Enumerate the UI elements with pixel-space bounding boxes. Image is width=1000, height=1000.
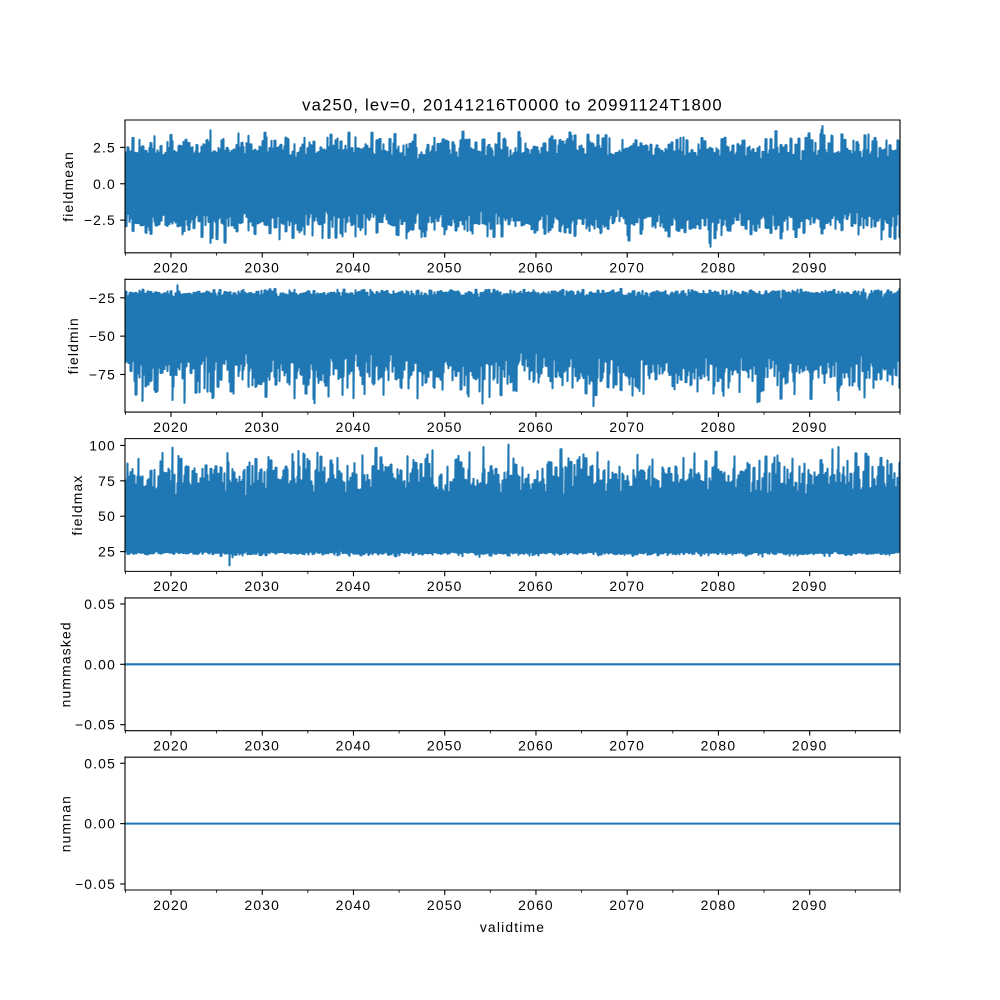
svg-text:2060: 2060: [518, 260, 554, 276]
svg-text:2050: 2050: [427, 897, 463, 913]
svg-text:−2.5: −2.5: [84, 212, 116, 228]
svg-text:−75: −75: [89, 367, 116, 383]
svg-text:50: 50: [98, 508, 116, 524]
svg-text:100: 100: [89, 437, 116, 453]
svg-text:2080: 2080: [701, 897, 737, 913]
svg-text:2020: 2020: [153, 897, 189, 913]
svg-text:2050: 2050: [427, 737, 463, 753]
svg-text:0.0: 0.0: [93, 176, 116, 192]
svg-text:2030: 2030: [244, 737, 280, 753]
svg-text:2070: 2070: [609, 897, 645, 913]
svg-text:2080: 2080: [701, 737, 737, 753]
svg-text:−50: −50: [89, 328, 116, 344]
svg-text:2060: 2060: [518, 897, 554, 913]
svg-text:2080: 2080: [701, 260, 737, 276]
svg-text:2090: 2090: [792, 260, 828, 276]
svg-text:2040: 2040: [336, 897, 372, 913]
svg-text:0.05: 0.05: [84, 755, 116, 771]
svg-text:2.5: 2.5: [93, 139, 116, 155]
svg-text:0.00: 0.00: [84, 816, 116, 832]
svg-text:2020: 2020: [153, 260, 189, 276]
svg-text:2070: 2070: [609, 578, 645, 594]
svg-text:fieldmax: fieldmax: [69, 474, 85, 535]
svg-text:2070: 2070: [609, 737, 645, 753]
svg-text:2050: 2050: [427, 260, 463, 276]
svg-text:2030: 2030: [244, 260, 280, 276]
svg-text:2090: 2090: [792, 897, 828, 913]
svg-text:2090: 2090: [792, 578, 828, 594]
svg-text:2080: 2080: [701, 578, 737, 594]
svg-text:nummasked: nummasked: [58, 621, 74, 707]
svg-text:va250, lev=0, 20141216T0000 to: va250, lev=0, 20141216T0000 to 20991124T…: [302, 96, 723, 115]
svg-text:2060: 2060: [518, 419, 554, 435]
svg-text:2040: 2040: [336, 419, 372, 435]
svg-text:2020: 2020: [153, 419, 189, 435]
svg-text:2060: 2060: [518, 737, 554, 753]
svg-text:2020: 2020: [153, 578, 189, 594]
svg-text:2070: 2070: [609, 419, 645, 435]
svg-text:2060: 2060: [518, 578, 554, 594]
svg-text:2030: 2030: [244, 419, 280, 435]
svg-text:2040: 2040: [336, 578, 372, 594]
svg-text:2030: 2030: [244, 897, 280, 913]
svg-text:25: 25: [98, 544, 116, 560]
svg-text:2080: 2080: [701, 419, 737, 435]
svg-text:2050: 2050: [427, 578, 463, 594]
svg-text:validtime: validtime: [480, 919, 545, 935]
svg-text:2090: 2090: [792, 419, 828, 435]
svg-text:75: 75: [98, 473, 116, 489]
svg-text:2030: 2030: [244, 578, 280, 594]
svg-text:0.05: 0.05: [84, 596, 116, 612]
svg-text:−0.05: −0.05: [75, 876, 116, 892]
svg-text:numnan: numnan: [58, 795, 74, 852]
svg-text:2070: 2070: [609, 260, 645, 276]
svg-text:fieldmin: fieldmin: [65, 317, 81, 374]
svg-text:−25: −25: [89, 290, 116, 306]
svg-text:2020: 2020: [153, 737, 189, 753]
svg-text:2040: 2040: [336, 737, 372, 753]
svg-text:2050: 2050: [427, 419, 463, 435]
svg-text:2090: 2090: [792, 737, 828, 753]
svg-text:2040: 2040: [336, 260, 372, 276]
svg-text:fieldmean: fieldmean: [60, 151, 76, 222]
svg-text:−0.05: −0.05: [75, 717, 116, 733]
svg-text:0.00: 0.00: [84, 656, 116, 672]
